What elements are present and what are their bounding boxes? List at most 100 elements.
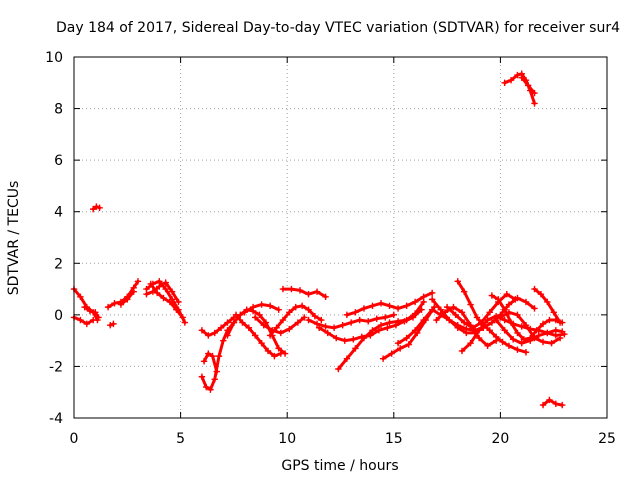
data-point — [488, 319, 496, 326]
data-point — [279, 316, 287, 324]
data-point — [117, 301, 125, 308]
data-point — [486, 327, 493, 334]
data-point — [531, 305, 538, 312]
data-point — [211, 376, 218, 383]
y-tick-label: 0 — [54, 308, 63, 324]
data-point — [452, 311, 459, 319]
data-point — [343, 311, 351, 319]
data-point — [492, 316, 500, 324]
series-track-37 — [539, 396, 566, 409]
data-point — [224, 319, 231, 326]
data-point — [104, 303, 112, 311]
data-point — [173, 306, 180, 313]
data-point — [411, 298, 419, 306]
series-track-34 — [531, 285, 564, 326]
data-point — [518, 74, 525, 81]
data-point — [147, 280, 154, 288]
data-point — [241, 309, 248, 316]
data-point — [454, 324, 461, 331]
data-point — [386, 302, 393, 310]
data-point — [111, 300, 118, 307]
data-point — [484, 316, 491, 324]
data-point — [501, 79, 508, 86]
data-point — [531, 285, 538, 293]
data-point — [390, 311, 397, 319]
data-point — [544, 329, 551, 337]
data-point — [544, 298, 551, 306]
data-point — [552, 327, 560, 334]
data-point — [403, 334, 410, 342]
data-point — [514, 329, 521, 337]
series-track-02 — [70, 314, 97, 328]
data-point — [379, 355, 387, 362]
series-line — [72, 315, 95, 326]
data-point — [335, 365, 342, 373]
data-point — [533, 327, 540, 334]
data-point — [107, 321, 114, 329]
y-tick-label: 10 — [45, 50, 63, 66]
data-point — [403, 316, 410, 324]
data-point — [384, 324, 391, 331]
data-point — [411, 310, 419, 317]
data-point — [360, 305, 368, 312]
data-point — [143, 291, 150, 298]
series-track-07 — [117, 288, 137, 308]
data-point — [535, 332, 542, 339]
data-point — [181, 319, 189, 326]
data-point — [486, 309, 493, 316]
data-point — [441, 309, 449, 316]
data-point — [275, 306, 282, 313]
data-point — [405, 341, 412, 348]
data-point — [162, 285, 169, 293]
data-point — [215, 352, 223, 360]
data-point — [369, 327, 376, 334]
y-tick-label: -2 — [49, 359, 63, 375]
data-point — [537, 291, 545, 298]
data-point — [539, 338, 547, 346]
data-point — [205, 332, 212, 339]
data-point — [298, 302, 306, 310]
data-point — [497, 314, 504, 321]
series-line — [226, 308, 287, 355]
data-point — [499, 338, 506, 346]
data-point — [256, 311, 263, 319]
data-point — [198, 327, 206, 334]
x-tick-label: 15 — [385, 431, 403, 447]
data-point — [239, 319, 246, 326]
data-point — [559, 328, 566, 335]
data-point — [488, 292, 496, 299]
data-point — [501, 316, 508, 324]
data-point — [83, 320, 90, 328]
data-point — [77, 293, 84, 301]
data-point — [160, 294, 167, 302]
data-point — [322, 323, 329, 330]
data-point — [301, 314, 308, 321]
data-point — [275, 345, 282, 352]
series-track-32 — [492, 316, 566, 347]
data-point — [386, 319, 393, 326]
y-tick-label: 6 — [54, 153, 63, 169]
data-point — [460, 319, 468, 326]
series-track-19 — [279, 285, 329, 301]
series-track-10 — [147, 280, 186, 321]
data-point — [305, 316, 312, 324]
data-point — [273, 324, 280, 331]
data-point — [446, 316, 453, 324]
data-point — [339, 321, 346, 329]
axes: 0 5 10 15 20 25 -4 -2 0 2 4 6 8 10 — [45, 50, 616, 447]
data-point — [524, 82, 532, 89]
data-point — [369, 302, 376, 310]
series-track-05 — [107, 320, 117, 329]
data-point — [512, 296, 519, 303]
data-point — [443, 303, 451, 311]
x-axis-label: GPS time / hours — [281, 458, 398, 474]
data-point — [460, 288, 468, 295]
data-point — [207, 386, 214, 393]
series-line — [281, 287, 328, 299]
data-point — [260, 321, 267, 329]
series-track-33 — [497, 309, 564, 347]
data-point — [95, 314, 102, 321]
data-point — [343, 355, 351, 362]
data-point — [333, 334, 340, 342]
series-track-16 — [241, 301, 282, 316]
